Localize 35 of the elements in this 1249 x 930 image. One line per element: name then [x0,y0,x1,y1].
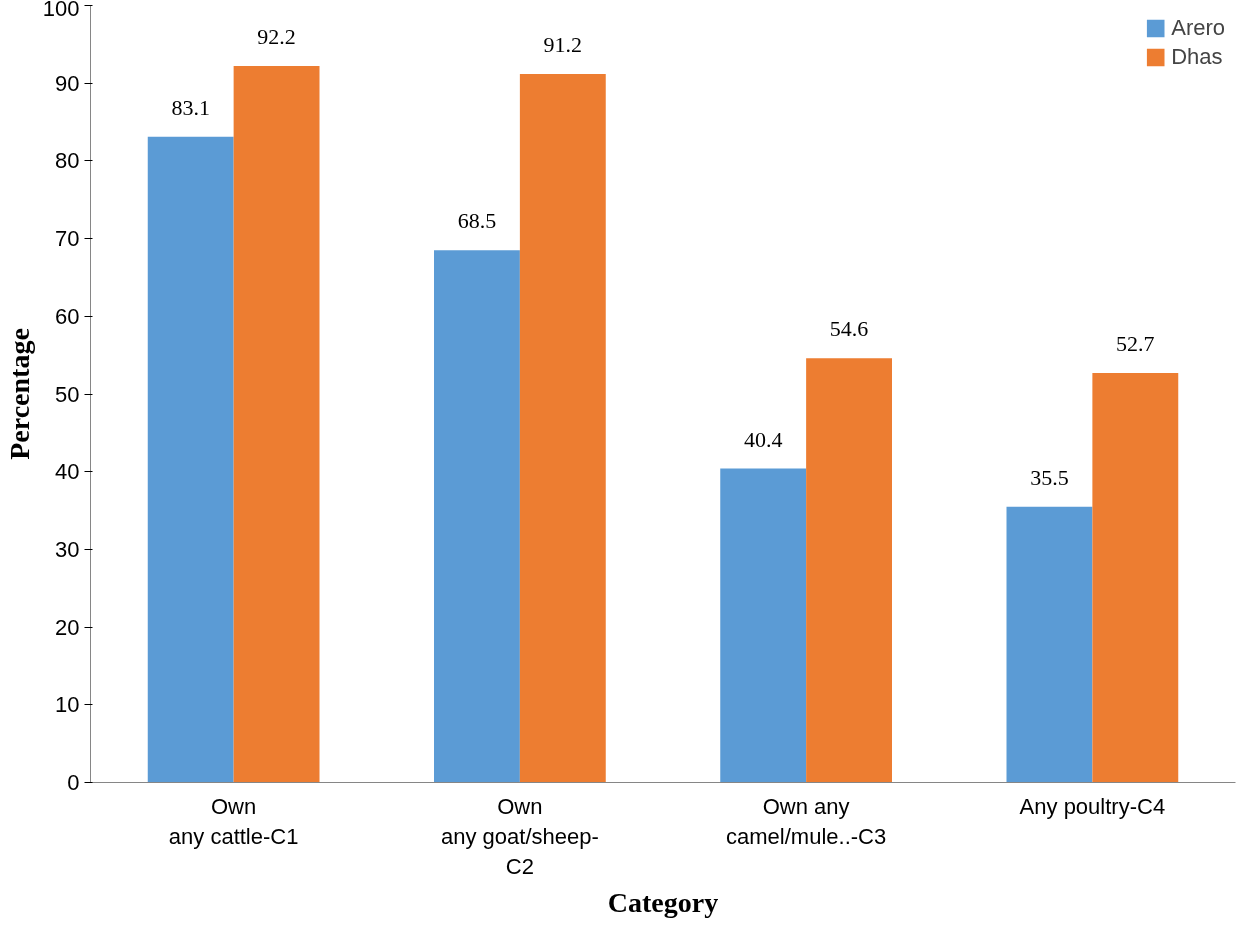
y-tick-label: 80 [55,148,80,174]
y-tick-label: 90 [55,70,80,96]
x-tick-label: Any poultry-C4 [1019,793,1166,819]
bar [519,73,606,783]
y-tick-label: 20 [55,614,80,640]
bar [434,250,520,783]
x-tick-label: Own any cattle-C1 [168,793,299,849]
bar [720,468,807,783]
y-tick-label: 70 [55,226,80,252]
y-tick-label: 60 [55,303,80,329]
bar [1092,373,1179,783]
bar [147,136,234,783]
y-tick-label: 30 [55,536,80,562]
data-label: 83.1 [171,94,210,120]
x-tick-label: Own any goat/sheep- C2 [440,793,599,879]
data-label: 35.5 [1030,464,1069,490]
y-tick-label: 10 [55,692,80,718]
x-tick-label: Own any camel/mule..-C3 [726,793,887,849]
y-tick-label: 0 [67,770,80,795]
y-tick-label: 100 [42,0,80,21]
y-tick-label: 50 [55,381,80,407]
bar [233,66,320,783]
legend-label: Arero [1171,15,1225,41]
data-label: 54.6 [829,316,869,342]
y-axis-title: Percentage [3,328,35,460]
bar [1006,506,1093,783]
x-axis-title: Category [607,886,719,918]
legend-label: Dhas [1171,44,1223,70]
data-label: 40.4 [743,426,783,452]
bar [806,358,892,783]
data-label: 92.2 [257,24,296,50]
data-label: 52.7 [1116,331,1155,357]
y-tick-label: 40 [55,459,80,485]
data-label: 91.2 [543,31,583,57]
data-label: 68.5 [457,208,497,234]
